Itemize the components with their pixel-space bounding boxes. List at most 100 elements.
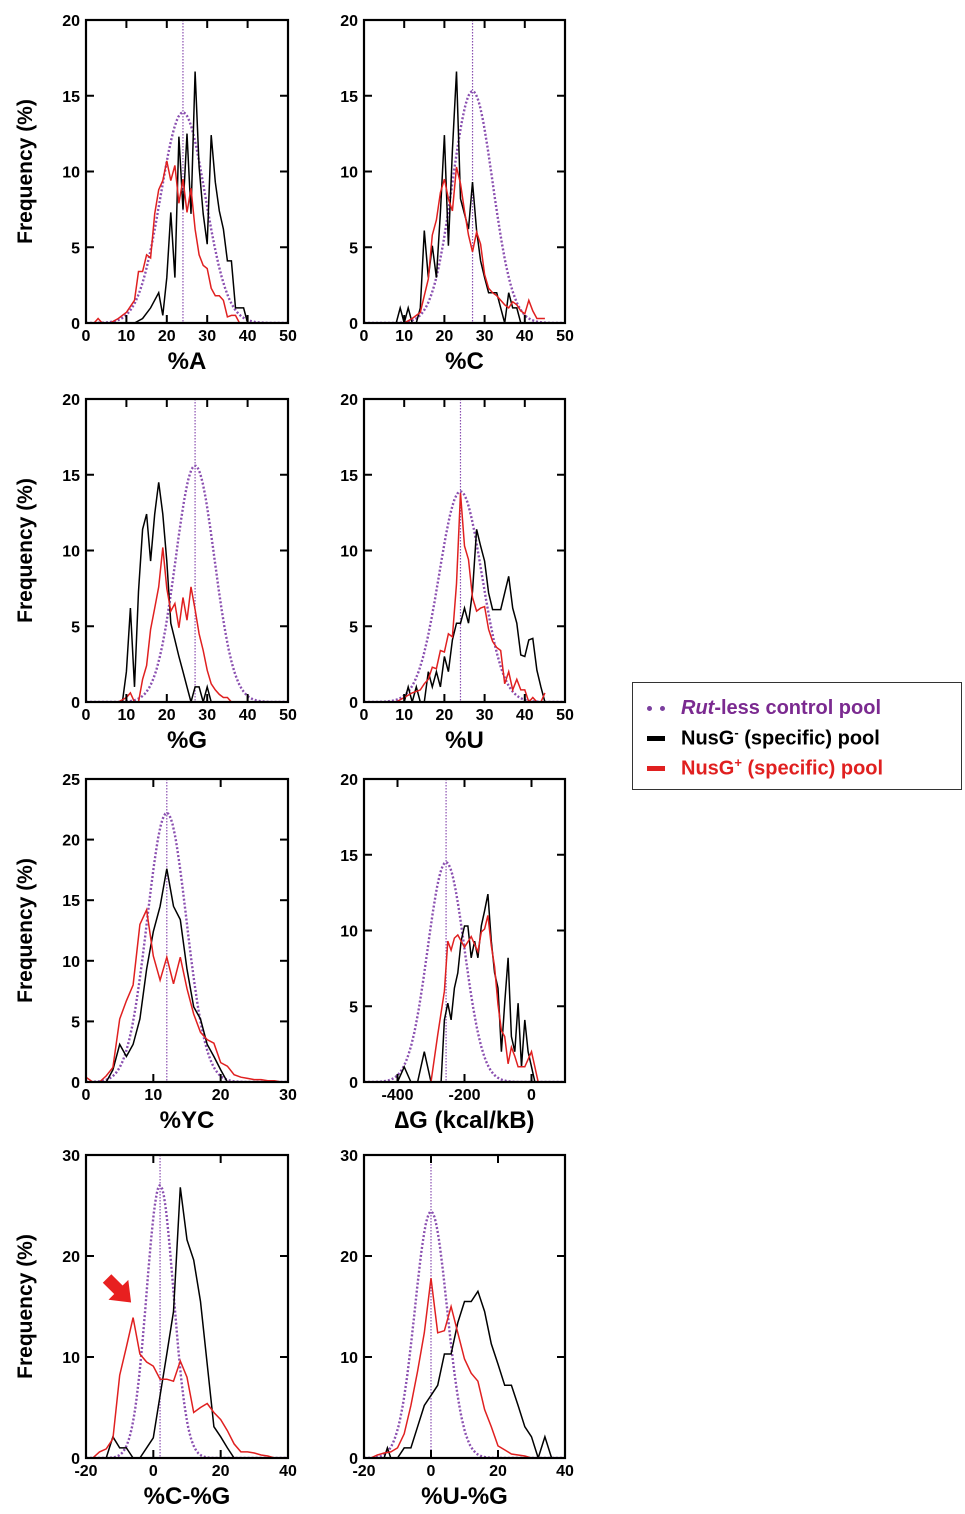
y-tick-label: 0 — [349, 695, 358, 712]
panel-YC: 0 10 20 30 0 5 10 15 20 25 %YC Frequency (%) — [14, 772, 297, 1134]
plot-area-U — [364, 399, 565, 702]
y-tick-label: 15 — [340, 89, 358, 106]
y-tick-label: 10 — [340, 924, 358, 941]
series-red-line — [117, 547, 256, 702]
y-tick-label: 5 — [71, 240, 80, 257]
series-control-curve — [364, 490, 565, 702]
legend-label-nusg-plus: NusG+ (specific) pool — [681, 755, 883, 781]
x-tick-label: 10 — [395, 328, 413, 345]
x-tick-label: 20 — [158, 707, 176, 724]
x-tick-label: 50 — [556, 328, 574, 345]
legend-swatch-control — [647, 705, 665, 711]
series-control-curve — [86, 811, 288, 1082]
x-tick-label: 20 — [436, 328, 454, 345]
y-tick-label: 20 — [62, 392, 80, 409]
x-tick-label: 10 — [144, 1087, 162, 1104]
series-black-line — [390, 893, 536, 1082]
y-tick-label: 5 — [71, 1014, 80, 1031]
plot-area-YC — [86, 779, 288, 1082]
legend-label-nusg-plus-rest: (specific) pool — [741, 757, 884, 780]
x-tick-label: -20 — [74, 1463, 97, 1480]
y-tick-label: 5 — [349, 240, 358, 257]
series-red-line — [86, 1317, 275, 1458]
y-axis-label: Frequency (%) — [14, 478, 37, 623]
legend-label-nusg-minus: NusG- (specific) pool — [681, 725, 880, 751]
x-tick-label: 0 — [360, 328, 369, 345]
y-tick-label: 0 — [349, 316, 358, 333]
series-control-curve — [86, 464, 288, 702]
y-tick-label: 5 — [349, 999, 358, 1016]
x-tick-label: 30 — [476, 328, 494, 345]
series-red-line — [403, 166, 545, 323]
series-black-line — [395, 71, 529, 323]
y-tick-label: 10 — [62, 954, 80, 971]
legend-label-control-text: -less control pool — [714, 696, 882, 719]
legend-swatch-nusg-minus — [647, 735, 665, 741]
series-control-curve — [86, 111, 288, 323]
x-tick-label: 0 — [427, 1463, 436, 1480]
series-control-curve — [364, 860, 565, 1082]
legend-label-control-italic: Rut — [681, 696, 715, 719]
legend-label-nusg-plus-text: NusG — [681, 757, 735, 780]
plot-frame — [84, 1153, 290, 1460]
plot-frame — [84, 777, 290, 1084]
x-tick-label: 40 — [556, 1463, 574, 1480]
y-tick-label: 10 — [340, 1350, 358, 1367]
y-tick-label: 20 — [62, 1249, 80, 1266]
series-black-line — [121, 482, 224, 702]
y-tick-label: 20 — [62, 833, 80, 850]
x-tick-label: 0 — [360, 707, 369, 724]
x-tick-label: -400 — [381, 1087, 413, 1104]
x-tick-label: 10 — [118, 707, 136, 724]
legend-item-nusg-minus: NusG- (specific) pool — [647, 723, 880, 753]
x-tick-label: 20 — [212, 1087, 230, 1104]
plot-frame — [362, 1153, 567, 1460]
x-axis-label: ∆G (kcal/kB) — [394, 1107, 534, 1134]
y-axis-label: Frequency (%) — [14, 1234, 37, 1379]
x-tick-label: 40 — [516, 328, 534, 345]
y-tick-label: 0 — [71, 1075, 80, 1092]
y-tick-label: 15 — [62, 893, 80, 910]
series-control-curve — [86, 1184, 288, 1458]
legend-label-nusg-minus-rest: (specific) pool — [738, 727, 880, 750]
legend-item-control: Rut-less control pool — [647, 693, 881, 723]
x-axis-label: %C — [445, 348, 484, 375]
x-tick-label: 30 — [476, 707, 494, 724]
x-tick-label: 0 — [82, 328, 91, 345]
y-tick-label: 20 — [340, 392, 358, 409]
x-axis-label: %U — [445, 727, 484, 754]
legend-swatch-nusg-plus — [647, 765, 665, 771]
y-tick-label: 5 — [71, 619, 80, 636]
y-tick-label: 5 — [349, 619, 358, 636]
panel-dG: -400 -200 0 0 5 10 15 20 ∆G (kcal/kB) — [340, 772, 567, 1134]
y-tick-label: 10 — [62, 544, 80, 561]
legend-label-nusg-plus-sup: + — [734, 755, 742, 771]
x-tick-label: -20 — [352, 1463, 375, 1480]
legend-label-control: Rut-less control pool — [681, 697, 881, 720]
y-tick-label: 30 — [340, 1148, 358, 1165]
annotation-arrow — [102, 1274, 132, 1303]
series-red-line — [93, 160, 256, 323]
y-axis-label: Frequency (%) — [14, 858, 37, 1003]
y-axis-label: Frequency (%) — [14, 99, 37, 244]
legend-label-nusg-minus-sup: - — [734, 725, 739, 741]
y-tick-label: 0 — [71, 695, 80, 712]
panel-C: 0 10 20 30 40 50 0 5 10 15 20 %C — [340, 13, 574, 375]
x-axis-label: %U-%G — [421, 1483, 508, 1510]
plot-area-dG — [364, 779, 565, 1082]
x-tick-label: 40 — [516, 707, 534, 724]
x-tick-label: 30 — [198, 328, 216, 345]
y-tick-label: 10 — [340, 544, 358, 561]
series-black-line — [403, 529, 557, 702]
x-tick-label: 20 — [489, 1463, 507, 1480]
plot-frame — [362, 777, 567, 1084]
panel-A: 0 10 20 30 40 50 0 5 10 15 20 %A Frequency (%) — [14, 13, 297, 375]
legend-label-nusg-minus-text: NusG — [681, 727, 735, 750]
y-tick-label: 15 — [62, 89, 80, 106]
x-tick-label: 30 — [279, 1087, 297, 1104]
y-tick-label: 15 — [340, 468, 358, 485]
x-axis-label: %G — [167, 727, 207, 754]
x-tick-label: 40 — [279, 1463, 297, 1480]
x-tick-label: 50 — [556, 707, 574, 724]
